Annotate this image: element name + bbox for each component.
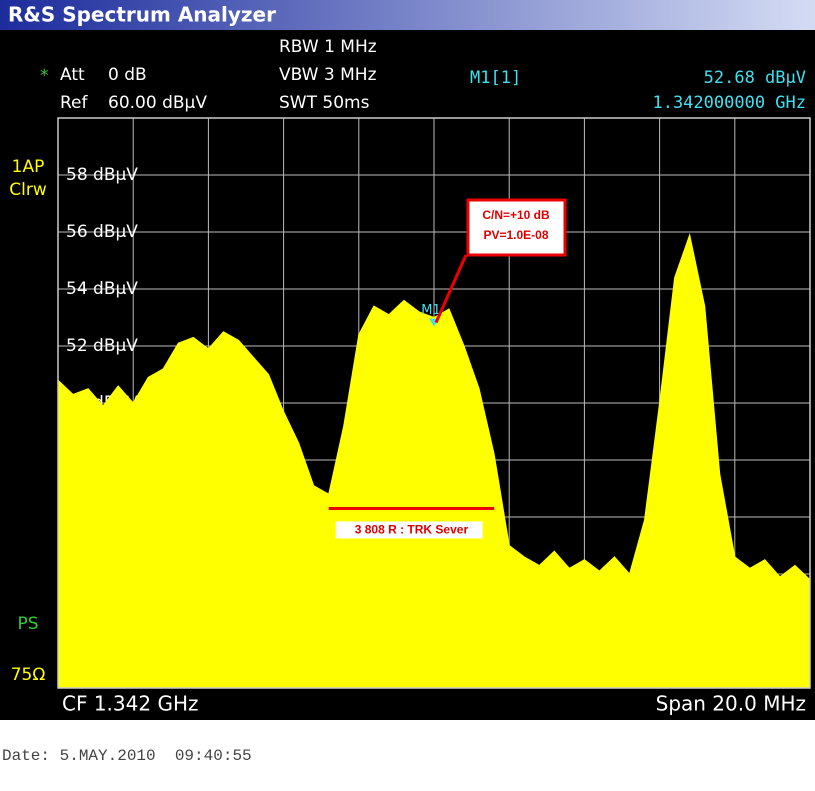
ps-label: PS xyxy=(17,614,38,634)
swt: SWT 50ms xyxy=(279,93,370,113)
annotation-text: PV=1.0E-08 xyxy=(483,228,548,242)
annotation-box xyxy=(466,198,567,257)
y-tick-label: 52 dBµV xyxy=(66,336,138,356)
channel-label-box xyxy=(335,521,483,539)
date: Date: 5.MAY.2010 09:40:55 xyxy=(2,747,252,765)
title: R&S Spectrum Analyzer xyxy=(8,3,276,27)
vbw: VBW 3 MHz xyxy=(279,65,377,85)
trace-mode: Clrw xyxy=(9,180,47,200)
marker-name: M1[1] xyxy=(470,68,521,88)
title-bar xyxy=(0,0,815,30)
att-value: 0 dB xyxy=(108,65,147,85)
center-frequency: CF 1.342 GHz xyxy=(62,692,198,716)
marker-value: 52.68 dBµV xyxy=(704,68,806,88)
annotation-text: C/N=+10 dB xyxy=(482,208,550,222)
impedance-label: 75Ω xyxy=(11,665,46,685)
plot-border xyxy=(57,117,811,689)
att-star: * xyxy=(40,66,49,86)
ref: Ref xyxy=(60,93,89,113)
annotation-pointer xyxy=(434,254,468,324)
span: Span 20.0 MHz xyxy=(656,692,806,716)
y-tick-label: 58 dBµV xyxy=(66,165,138,185)
att: Att xyxy=(60,65,85,85)
ref-value: 60.00 dBµV xyxy=(108,93,207,113)
rbw: RBW 1 MHz xyxy=(279,37,377,57)
trace xyxy=(57,233,811,689)
trace-mode: 1AP xyxy=(12,157,45,177)
channel-label: 3 808 R : TRK Sever xyxy=(355,523,469,537)
marker-label: M1 xyxy=(421,303,441,318)
marker-frequency: 1.342000000 GHz xyxy=(652,93,806,113)
y-tick-label: 54 dBµV xyxy=(66,279,138,299)
y-tick-label: 56 dBµV xyxy=(66,222,138,242)
